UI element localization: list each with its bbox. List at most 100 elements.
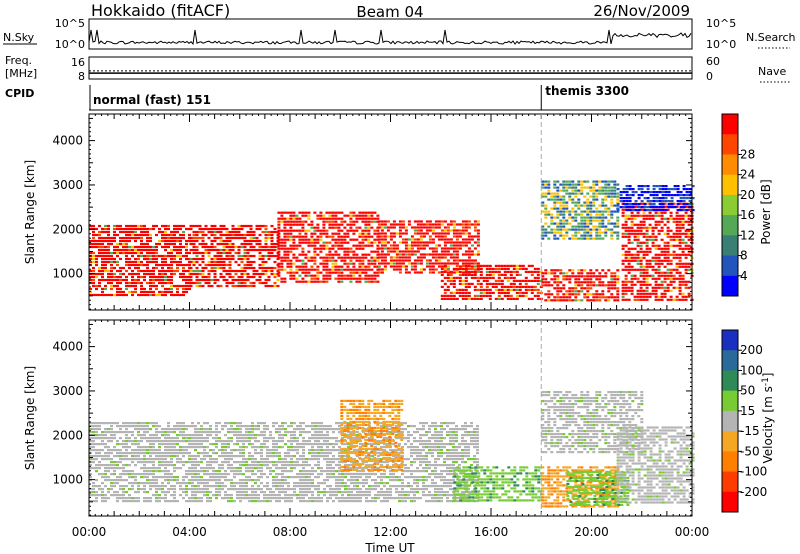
heatmap-cell [672,277,676,280]
heatmap-cell [280,220,284,223]
heatmap-cell [283,217,287,220]
heatmap-cell [134,233,137,237]
heatmap-cell [304,232,308,235]
heatmap-cell [449,262,453,265]
heatmap-cell [182,446,185,449]
heatmap-cell [476,223,480,226]
heatmap-cell [207,236,211,240]
heatmap-cell [541,201,545,204]
heatmap-cell [607,287,611,290]
heatmap-cell [583,278,587,281]
heatmap-cell [197,476,200,479]
heatmap-cell [122,473,125,476]
heatmap-cell [107,254,110,258]
heatmap-cell [203,467,206,470]
heatmap-cell [437,226,441,229]
heatmap-cell [213,278,217,282]
heatmap-cell [361,277,365,280]
heatmap-cell [404,244,408,247]
heatmap-cell [221,464,224,467]
heatmap-cell [209,449,212,452]
heatmap-cell [191,437,194,440]
heatmap-cell [550,293,554,296]
heatmap-cell [89,251,92,255]
heatmap-cell [295,277,299,280]
heatmap-cell [636,238,640,241]
heatmap-cell [125,230,128,234]
heatmap-cell [179,467,182,470]
heatmap-cell [146,467,149,470]
heatmap-cell [283,247,287,250]
heatmap-cell [131,473,134,476]
data-patch [89,422,479,503]
heatmap-cell [334,271,338,274]
heatmap-cell [110,464,113,467]
heatmap-cell [152,266,155,270]
heatmap-cell [649,191,653,194]
heatmap-cell [470,250,474,253]
heatmap-cell [624,223,628,226]
heatmap-cell [101,263,104,267]
heatmap-cell [230,455,233,458]
heatmap-cell [404,265,408,268]
heatmap-cell [239,440,242,443]
heatmap-cell [377,232,381,235]
heatmap-cell [89,494,92,497]
heatmap-cell [574,299,578,302]
heatmap-cell [386,226,390,229]
heatmap-cell [92,260,95,264]
heatmap-cell [270,245,274,249]
heatmap-cell [621,286,625,289]
heatmap-cell [601,204,605,207]
heatmap-cell [295,268,299,271]
heatmap-cell [639,298,643,301]
heatmap-cell [675,214,679,217]
heatmap-cell [592,281,596,284]
heatmap-cell [185,257,188,261]
heatmap-cell [467,235,471,238]
heatmap-cell [425,241,429,244]
heatmap-cell [364,256,368,259]
heatmap-cell [682,209,686,212]
heatmap-cell [343,238,347,241]
heatmap-cell [207,275,211,279]
heatmap-cell [663,295,667,298]
heatmap-cell [179,449,182,452]
heatmap-cell [586,293,590,296]
heatmap-cell [574,213,578,216]
heatmap-cell [215,485,218,488]
heatmap-cell [544,213,548,216]
heatmap-cell [228,230,232,234]
heatmap-cell [200,440,203,443]
heatmap-cell [636,277,640,280]
heatmap-cell [595,207,599,210]
heatmap-cell [373,220,377,223]
heatmap-cell [237,233,241,237]
heatmap-cell [449,241,453,244]
heatmap-cell [224,461,227,464]
heatmap-cell [601,237,605,240]
heatmap-cell [383,232,387,235]
heatmap-cell [616,296,620,299]
heatmap-cell [228,233,232,237]
heatmap-cell [428,259,432,262]
heatmap-cell [258,224,262,228]
heatmap-cell [645,280,649,283]
heatmap-cell [616,269,620,272]
heatmap-cell [550,198,554,201]
heatmap-cell [467,226,471,229]
heatmap-cell [110,440,113,443]
heatmap-cell [89,440,92,443]
heatmap-cell [580,299,584,302]
heatmap-cell [158,290,161,294]
heatmap-cell [413,259,417,262]
heatmap-cell [292,235,296,238]
heatmap-cell [219,233,223,237]
heatmap-cell [128,227,131,231]
heatmap-cell [636,292,640,295]
heatmap-cell [589,269,593,272]
nsky-tick-bottom: 10^0 [55,38,85,51]
heatmap-cell [655,185,659,188]
heatmap-cell [152,248,155,252]
heatmap-cell [455,244,459,247]
